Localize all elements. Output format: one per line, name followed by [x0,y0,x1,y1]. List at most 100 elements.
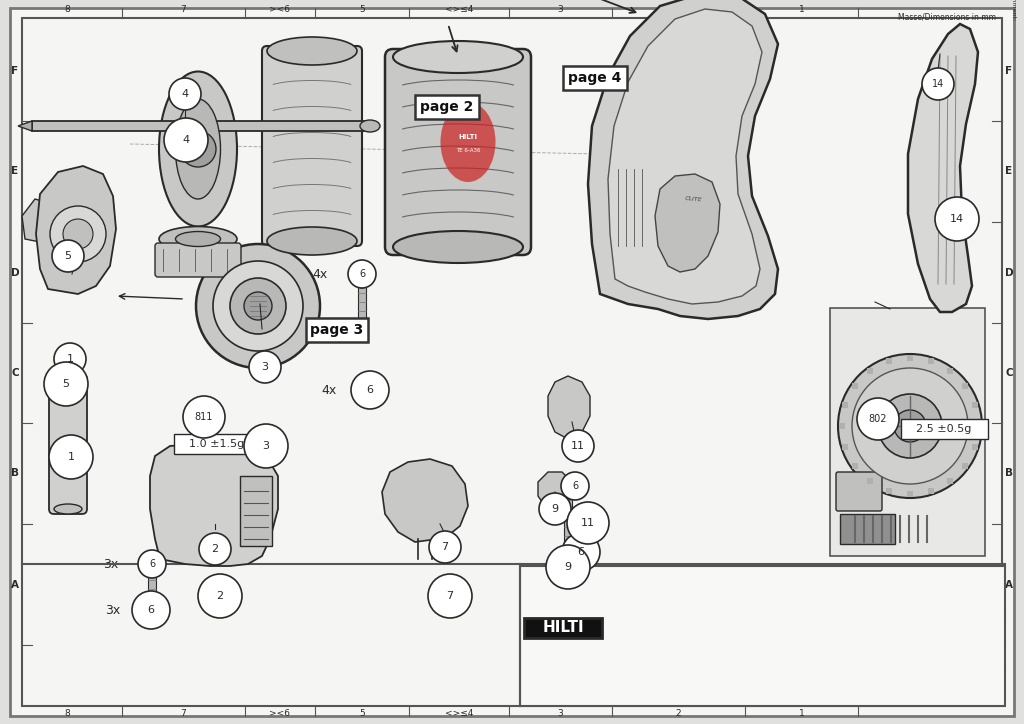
Circle shape [894,410,926,442]
Text: Only valid in relation with current engineering BOM: Only valid in relation with current engi… [525,572,758,581]
Text: HILTI: HILTI [459,134,477,140]
Text: Name: Name [794,586,813,591]
Bar [843,444,848,450]
Text: Status: Status [597,588,618,594]
Text: 1: 1 [799,6,805,14]
Circle shape [878,394,942,458]
Text: 6: 6 [147,605,155,615]
Text: 3x: 3x [104,604,120,617]
Text: 11: 11 [581,518,595,528]
Text: 6: 6 [359,269,366,279]
Text: CLITE: CLITE [685,195,703,202]
Ellipse shape [267,227,357,255]
Text: 2: 2 [676,710,681,718]
Circle shape [429,531,461,563]
Text: -: - [537,592,542,605]
Text: B: B [1005,468,1013,479]
Text: 802: 802 [868,414,887,424]
Text: SD: SD [797,597,825,615]
Circle shape [562,483,574,495]
Text: Print Date: 08.08.2012 07:44:21 | Printed by: Marna Spalt | Document-Nr: USD / 3: Print Date: 08.08.2012 07:44:21 | Printe… [1011,0,1016,20]
Text: 2: 2 [216,591,223,601]
Text: 1: 1 [68,452,75,462]
Ellipse shape [175,99,220,199]
Text: Hilti ® registered trademark: Hilti ® registered trademark [524,643,614,649]
Ellipse shape [440,102,496,182]
Text: ><6: ><6 [269,6,291,14]
Text: Released: Released [714,588,749,597]
Text: page 2: page 2 [420,100,474,114]
Bar [830,308,985,556]
Text: 1.0 ±1.5g: 1.0 ±1.5g [189,439,245,449]
Text: 5: 5 [65,251,72,261]
Circle shape [49,435,93,479]
Circle shape [54,343,86,375]
Text: page 3: page 3 [310,323,364,337]
Text: 1: 1 [67,354,74,364]
Bar [901,419,988,439]
Text: 6: 6 [148,559,155,569]
Text: ○ Critical feature: ○ Critical feature [715,586,775,592]
Circle shape [356,276,368,288]
Polygon shape [18,121,32,131]
Text: SCHOEBO: SCHOEBO [714,598,752,607]
Text: 9: 9 [564,562,571,572]
Text: Material No.: Material No. [794,650,837,656]
Text: F: F [11,66,18,76]
Bar [839,423,845,429]
Text: TE 6-A36-AVR_03 EMC: TE 6-A36-AVR_03 EMC [797,601,890,610]
Text: Masse/Dimensions in mm: Masse/Dimensions in mm [898,12,996,21]
Circle shape [199,533,231,565]
Text: 3x: 3x [102,557,118,571]
Text: 2: 2 [211,544,218,554]
Text: SZ: SZ [797,588,823,606]
Circle shape [244,292,272,320]
Polygon shape [538,472,572,506]
Circle shape [63,219,93,249]
Circle shape [169,78,201,110]
Bar [852,383,858,389]
Circle shape [857,398,899,440]
Text: C: C [1006,368,1013,378]
Text: Copyright reserved: Copyright reserved [524,659,585,664]
Text: 9: 9 [552,504,558,514]
Text: 24.05.2012: 24.05.2012 [630,598,673,607]
Text: ○ Approval requirement: ○ Approval requirement [631,586,716,592]
Text: 3: 3 [261,362,268,372]
Circle shape [351,371,389,409]
Bar [852,463,858,469]
Polygon shape [150,444,278,566]
Polygon shape [908,24,978,312]
Polygon shape [36,166,116,294]
Text: 811: 811 [195,412,213,422]
Circle shape [935,197,979,241]
Ellipse shape [360,120,380,132]
Text: Sheet: Sheet [887,586,905,591]
Circle shape [852,368,968,484]
Text: C: C [11,368,18,378]
Text: 5: 5 [359,710,365,718]
Text: Modified: Modified [597,608,626,614]
Circle shape [196,244,319,368]
Bar [867,478,873,484]
Polygon shape [655,174,720,272]
Text: 14: 14 [950,214,964,224]
Text: 2.5 ±0.5g: 2.5 ±0.5g [916,424,972,434]
Bar [520,566,1005,706]
Circle shape [138,550,166,578]
Bar [840,514,895,544]
Circle shape [567,502,609,544]
Circle shape [44,362,88,406]
Text: D: D [1005,267,1014,277]
Bar [843,402,848,408]
Text: E: E [1006,167,1013,177]
Circle shape [838,354,982,498]
Text: 7: 7 [180,710,186,718]
FancyBboxPatch shape [262,46,362,246]
Bar [240,476,272,546]
Circle shape [164,118,208,162]
Text: 4: 4 [182,135,189,145]
Text: 7: 7 [441,542,449,552]
Bar [947,368,953,374]
Text: B: B [11,468,19,479]
